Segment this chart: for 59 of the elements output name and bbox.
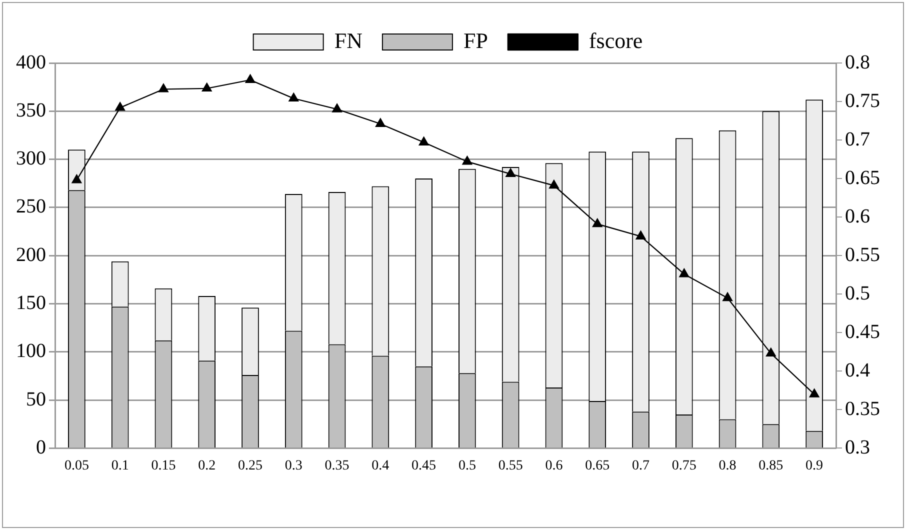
- x-tick-label: 0.6: [545, 458, 563, 474]
- point: [332, 104, 342, 112]
- y-tick-label: 300: [16, 148, 46, 170]
- x-tick-label: 0.45: [412, 458, 436, 474]
- x-tick-label: 0.2: [198, 458, 216, 474]
- x-tick-label: 0.75: [672, 458, 696, 474]
- y2-tick-label: 0.45: [845, 320, 880, 343]
- point: [722, 292, 732, 302]
- x-tick-label: 0.8: [718, 458, 736, 474]
- point: [679, 268, 690, 278]
- point: [766, 348, 776, 357]
- point: [72, 174, 82, 184]
- x-tick-label: 0.05: [64, 458, 89, 474]
- y-tick-label: 50: [26, 388, 46, 410]
- point: [506, 168, 516, 178]
- x-tick-label: 0.9: [806, 458, 824, 474]
- point: [375, 118, 386, 127]
- y-tick-label: 350: [16, 99, 46, 122]
- x-tick-label: 0.1: [111, 458, 129, 474]
- x-tick-label: 0.35: [324, 458, 350, 474]
- legend-label: FN: [334, 28, 363, 53]
- point: [549, 180, 559, 189]
- x-tick-label: 0.85: [758, 458, 784, 474]
- x-tick-label: 0.7: [632, 458, 650, 474]
- legend-label: fscore: [588, 28, 643, 53]
- y2-tick-label: 0.8: [845, 51, 870, 74]
- point: [462, 156, 472, 165]
- y2-tick-label: 0.6: [845, 205, 870, 228]
- x-tick-label: 0.4: [372, 458, 390, 474]
- y2-tick-label: 0.7: [845, 128, 870, 150]
- x-tick-label: 0.15: [151, 458, 176, 474]
- x-tick-label: 0.3: [284, 458, 302, 474]
- point: [636, 230, 646, 240]
- y-tick-label: 400: [16, 51, 46, 74]
- point: [158, 84, 168, 92]
- point: [809, 388, 820, 398]
- x-tick-label: 0.65: [585, 458, 610, 474]
- y2-tick-label: 0.4: [845, 359, 870, 382]
- x-tick-label: 0.55: [498, 458, 523, 474]
- x-tick-label: 0.25: [238, 458, 262, 474]
- point: [418, 136, 429, 146]
- point: [288, 92, 299, 102]
- y2-tick-label: 0.65: [845, 166, 880, 189]
- y-tick-label: 100: [16, 340, 46, 362]
- y2-tick-label: 0.5: [845, 282, 870, 304]
- x-tick-label: 0.5: [458, 458, 476, 474]
- y2-tick-label: 0.55: [845, 244, 880, 266]
- point: [245, 74, 256, 84]
- y2-tick-label: 0.3: [845, 436, 870, 458]
- point: [592, 218, 602, 228]
- point: [115, 102, 126, 111]
- y-tick-label: 0: [36, 436, 46, 458]
- y-tick-label: 150: [16, 292, 46, 314]
- y-tick-label: 200: [16, 244, 46, 266]
- legend-label: FP: [463, 28, 488, 53]
- point: [202, 82, 212, 92]
- y2-tick-label: 0.35: [845, 398, 880, 420]
- y-tick-label: 250: [16, 196, 46, 218]
- y2-tick-label: 0.75: [845, 90, 880, 112]
